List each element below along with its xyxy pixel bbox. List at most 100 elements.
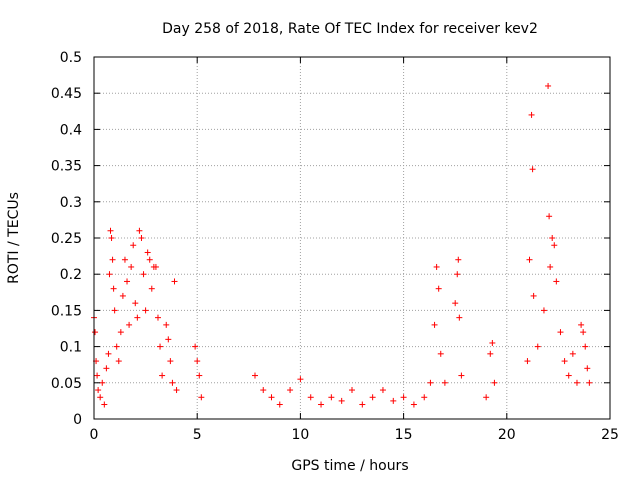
data-point: [454, 271, 461, 278]
data-point: [524, 358, 531, 365]
data-point: [586, 379, 593, 386]
data-point: [128, 263, 135, 270]
y-tick-label: 0: [73, 412, 82, 428]
y-tick-label: 0.05: [51, 376, 82, 392]
data-point: [121, 256, 128, 263]
data-point: [580, 329, 587, 336]
data-point: [338, 397, 345, 404]
data-point: [421, 394, 428, 401]
data-point: [117, 329, 124, 336]
chart-title: Day 258 of 2018, Rate Of TEC Index for r…: [162, 21, 538, 37]
data-point: [106, 271, 113, 278]
x-tick-label: 10: [291, 427, 309, 443]
y-tick-label: 0.4: [60, 122, 82, 138]
data-point: [152, 263, 159, 270]
data-point: [154, 314, 161, 321]
data-point: [167, 358, 174, 365]
x-tick-label: 25: [601, 427, 619, 443]
data-point: [268, 394, 275, 401]
data-point: [109, 256, 116, 263]
data-point: [119, 292, 126, 299]
data-point: [194, 358, 201, 365]
data-point: [108, 235, 115, 241]
data-point: [110, 285, 117, 292]
data-point: [578, 321, 585, 328]
data-point: [142, 307, 149, 314]
data-point: [458, 372, 465, 379]
data-point: [328, 394, 335, 401]
data-point: [196, 372, 203, 379]
data-point: [157, 343, 164, 350]
data-point: [427, 379, 434, 386]
data-point: [433, 263, 440, 270]
data-point: [140, 271, 147, 278]
data-point: [307, 394, 314, 401]
data-point: [491, 379, 498, 386]
data-point: [130, 242, 137, 249]
data-point: [569, 350, 576, 357]
data-point: [349, 387, 355, 394]
data-point: [456, 314, 463, 321]
data-point: [103, 365, 110, 372]
data-point: [400, 394, 407, 401]
y-tick-label: 0.15: [51, 303, 82, 319]
data-point: [107, 227, 114, 234]
data-point: [94, 372, 101, 379]
data-point: [487, 350, 494, 357]
y-tick-label: 0.45: [51, 86, 82, 102]
data-point: [276, 401, 283, 408]
data-point: [169, 379, 176, 386]
data-point: [410, 401, 417, 408]
data-point: [526, 256, 533, 263]
data-point: [113, 343, 120, 350]
grid-lines: [94, 57, 610, 419]
data-point: [545, 82, 552, 89]
data-point: [99, 379, 106, 386]
data-point: [528, 111, 535, 118]
data-point: [198, 394, 205, 401]
data-point: [437, 350, 444, 357]
data-point: [435, 285, 442, 292]
y-tick-label: 0.2: [60, 267, 82, 283]
data-point: [95, 387, 102, 394]
data-point: [97, 394, 104, 401]
data-point: [101, 401, 108, 408]
data-point: [144, 249, 151, 256]
data-point: [148, 285, 155, 292]
data-point: [92, 329, 99, 336]
data-point: [452, 300, 459, 307]
data-point: [105, 350, 112, 357]
data-point: [369, 394, 376, 401]
data-point: [565, 372, 572, 379]
data-point: [171, 278, 178, 285]
y-tick-label: 0.25: [51, 231, 82, 247]
data-point: [136, 227, 143, 234]
data-point: [540, 307, 547, 314]
data-point: [138, 235, 145, 241]
data-point: [561, 358, 568, 365]
data-point: [549, 235, 556, 241]
data-point: [534, 343, 541, 350]
data-point: [557, 329, 564, 336]
data-point: [192, 343, 199, 350]
axis-ticks: 0 5 10 15 20 25 0 0.05 0.1 0.15 0.2 0.25 0.3 0.35 0.4 0…: [51, 50, 619, 443]
data-point: [547, 263, 554, 270]
data-point: [134, 314, 141, 321]
data-point: [359, 401, 366, 408]
data-point: [441, 379, 448, 386]
data-point: [251, 372, 258, 379]
data-point: [584, 365, 591, 372]
data-point: [390, 397, 397, 404]
data-points: [91, 82, 593, 408]
data-point: [489, 339, 496, 346]
data-point: [173, 387, 180, 394]
data-point: [159, 372, 166, 379]
y-tick-label: 0.35: [51, 159, 82, 175]
data-point: [132, 300, 139, 307]
data-point: [124, 278, 131, 285]
data-point: [455, 256, 462, 263]
data-point: [582, 343, 589, 350]
data-point: [260, 387, 267, 394]
data-point: [530, 292, 537, 299]
data-point: [431, 321, 438, 328]
